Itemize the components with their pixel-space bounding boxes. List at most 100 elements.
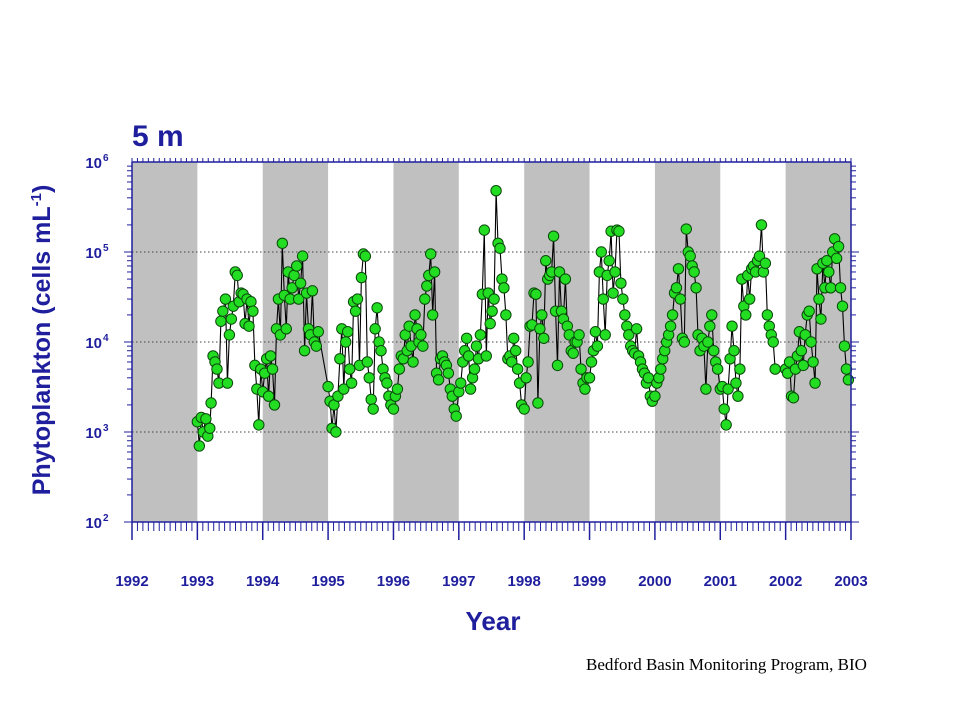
data-point-189 [573, 329, 585, 341]
data-point-152 [500, 309, 512, 321]
data-point-132 [460, 332, 473, 344]
data-point-52 [294, 277, 307, 289]
data-point-51 [292, 293, 305, 305]
data-point-147 [490, 184, 502, 197]
data-point-266 [726, 320, 738, 332]
data-point-16 [223, 329, 236, 341]
x-tick-label-1995: 1995 [311, 573, 344, 590]
data-point-245 [684, 250, 696, 262]
data-point-288 [769, 363, 781, 375]
data-point-115 [426, 309, 439, 321]
data-point-172 [540, 255, 552, 267]
data-point-38 [266, 363, 279, 375]
data-point-15 [221, 377, 234, 389]
x-axis-ticks: 1992 1993 1994 1995 1996 1997 1998 1999 2000 2001… [115, 158, 868, 590]
data-point-95 [387, 403, 400, 415]
data-point-238 [670, 282, 683, 294]
data-point-281 [755, 219, 768, 231]
data-point-58 [306, 285, 319, 297]
data-points [191, 184, 855, 452]
data-point-212 [619, 309, 631, 321]
data-point-269 [732, 390, 744, 402]
data-point-200 [595, 246, 608, 258]
data-point-306 [813, 293, 825, 305]
data-point-176 [547, 230, 560, 242]
x-tick-label-1997: 1997 [442, 573, 475, 590]
data-point-230 [655, 363, 667, 375]
data-point-10 [211, 363, 223, 375]
data-point-98 [393, 363, 406, 375]
data-point-6 [204, 422, 216, 434]
data-point-77 [351, 293, 364, 305]
data-point-239 [672, 263, 685, 275]
data-point-210 [615, 277, 627, 289]
data-point-254 [702, 336, 714, 348]
data-point-62 [322, 380, 334, 393]
data-point-186 [567, 347, 579, 359]
data-point-158 [511, 363, 524, 375]
data-point-315 [830, 252, 843, 265]
data-point-303 [807, 356, 819, 368]
data-point-53 [296, 250, 309, 262]
data-point-61 [312, 326, 324, 338]
data-point-256 [706, 309, 718, 321]
x-tick-label-1992: 1992 [115, 573, 148, 590]
data-point-311 [823, 266, 835, 278]
data-point-167 [530, 288, 542, 300]
data-point-133 [462, 350, 475, 362]
data-point-270 [734, 363, 746, 375]
data-point-26 [243, 320, 255, 332]
data-point-31 [253, 419, 265, 431]
data-point-14 [219, 293, 232, 305]
data-point-253 [700, 383, 712, 395]
data-point-198 [591, 340, 604, 352]
data-point-151 [498, 282, 510, 294]
data-point-240 [674, 293, 687, 305]
data-point-72 [342, 326, 354, 338]
data-point-168 [532, 397, 544, 409]
data-point-82 [361, 356, 374, 368]
data-point-97 [391, 383, 404, 395]
y-tick-exp-100000: 5 [103, 243, 109, 254]
y-tick-label-1000: 10 [85, 425, 102, 442]
data-point-319 [838, 340, 851, 352]
data-point-12 [215, 315, 227, 327]
data-point-7 [205, 397, 217, 409]
data-point-257 [708, 345, 720, 357]
data-point-195 [585, 356, 598, 368]
data-point-264 [722, 383, 734, 395]
data-point-70 [338, 383, 350, 395]
y-tick-exp-1000000: 6 [103, 153, 109, 164]
data-point-156 [508, 332, 520, 344]
x-tick-label-1998: 1998 [507, 573, 540, 590]
data-point-73 [343, 363, 356, 375]
x-tick-label-1996: 1996 [377, 573, 410, 590]
data-point-109 [415, 329, 427, 341]
data-point-301 [803, 305, 815, 317]
data-point-236 [666, 309, 679, 321]
data-point-190 [575, 363, 587, 375]
data-point-163 [522, 356, 534, 368]
data-point-304 [809, 377, 821, 389]
y-tick-label-100000: 10 [85, 245, 102, 262]
data-point-141 [478, 224, 491, 236]
data-point-89 [375, 345, 387, 357]
data-point-170 [536, 309, 548, 321]
data-point-139 [474, 329, 487, 341]
data-point-39 [268, 399, 281, 411]
data-point-37 [264, 350, 277, 362]
data-point-76 [349, 305, 362, 317]
data-point-317 [834, 282, 847, 294]
data-point-211 [617, 293, 629, 305]
x-tick-label-1993: 1993 [181, 573, 214, 590]
plot-frame [131, 161, 852, 523]
data-point-4 [200, 413, 212, 425]
data-point-182 [559, 273, 572, 285]
data-point-259 [711, 363, 724, 375]
y-tick-exp-1000: 3 [103, 423, 109, 434]
data-point-283 [759, 257, 772, 269]
data-point-318 [836, 300, 849, 312]
data-point-157 [509, 345, 522, 357]
